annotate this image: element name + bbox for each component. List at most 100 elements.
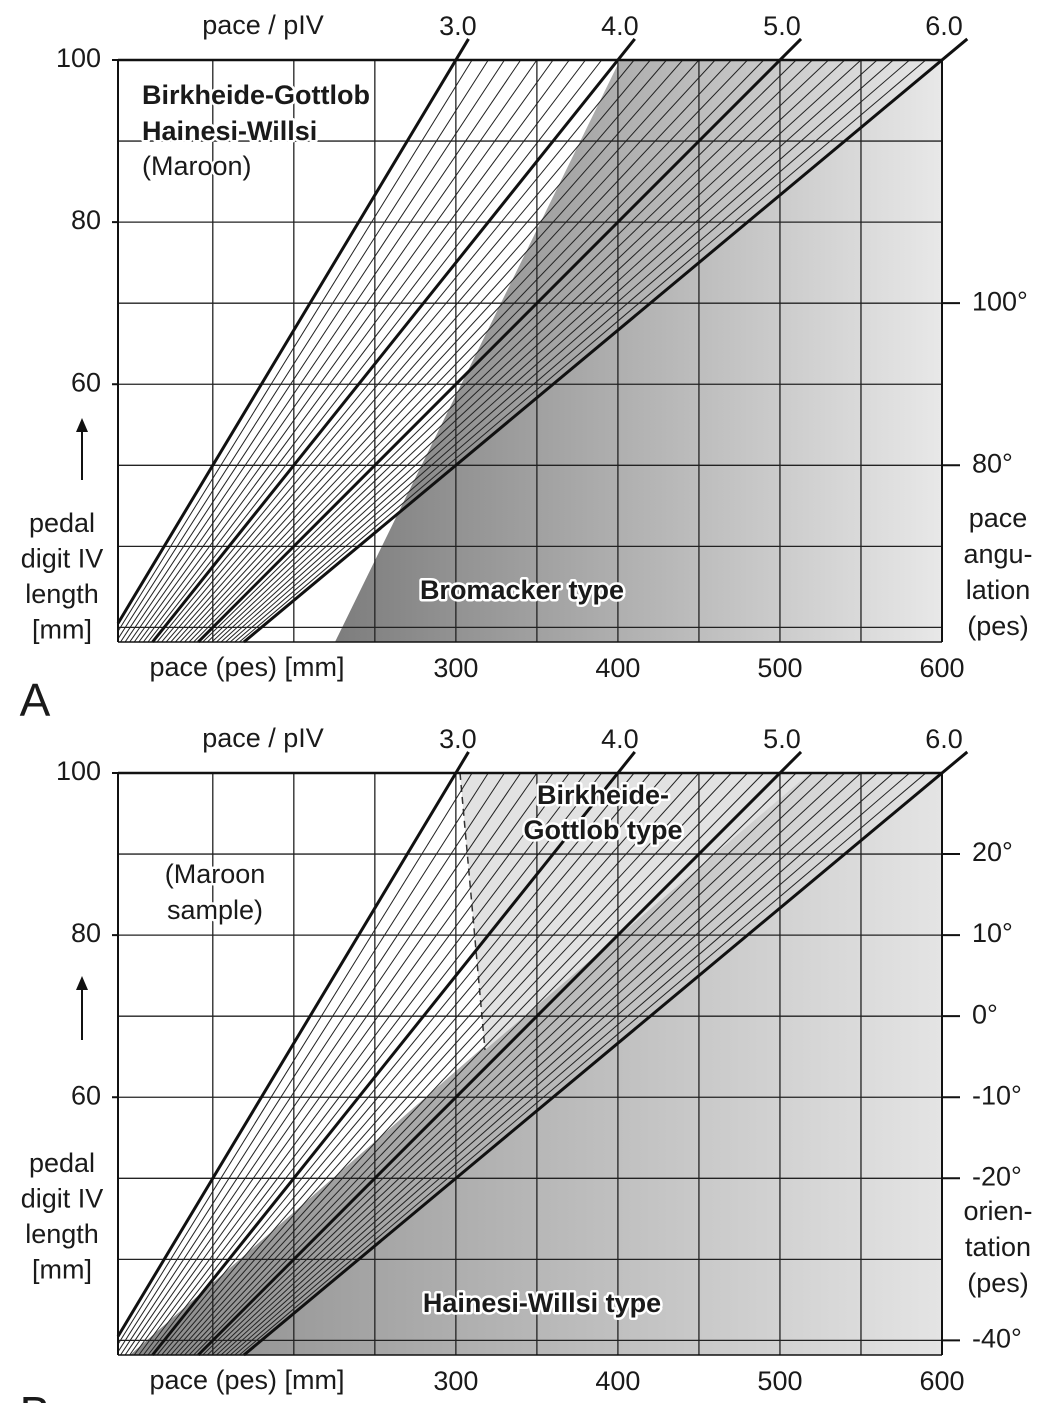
hatch-line <box>120 60 505 642</box>
hatch-line <box>156 60 635 642</box>
hatch-line <box>138 60 570 642</box>
hatch-line <box>184 773 732 1355</box>
panel-label: B <box>20 1387 51 1403</box>
hatch-line <box>147 60 603 642</box>
y2-tick-label: -20° <box>972 1161 1022 1191</box>
hatch-line <box>142 60 586 642</box>
ratio-label: 6.0 <box>925 11 963 41</box>
annotation: Gottlob type <box>524 815 683 845</box>
y2-tick-label: -10° <box>972 1080 1022 1110</box>
ratio-label: 4.0 <box>601 11 639 41</box>
y-tick-label: 60 <box>71 1080 101 1110</box>
y2-tick-label: 0° <box>972 999 998 1029</box>
hatch-line <box>129 773 538 1355</box>
hatch-line <box>170 773 684 1355</box>
x-tick-label: 500 <box>757 1366 802 1396</box>
axis-arrow-head <box>76 976 88 990</box>
hatch-line <box>229 60 894 642</box>
hatch-line <box>220 773 862 1355</box>
hatch-line <box>118 60 473 633</box>
top-axis-title: pace / pIV <box>202 723 324 753</box>
x-tick-label: 600 <box>919 653 964 683</box>
hatch-line <box>202 773 797 1355</box>
hatch-line <box>234 60 910 642</box>
hatch-line <box>193 60 765 642</box>
y2-axis-title: orien- <box>963 1196 1032 1226</box>
hatch-line <box>161 60 651 642</box>
hatch-line <box>179 773 716 1355</box>
hatch-line <box>118 60 489 640</box>
annotation: Hainesi-Willsi <box>142 116 317 146</box>
x-tick-label: 600 <box>919 1366 964 1396</box>
hatch-line <box>234 773 910 1355</box>
y-axis-title: pedal <box>29 508 95 538</box>
y2-axis-title: pace <box>969 503 1028 533</box>
hatch-line <box>216 773 846 1355</box>
ratio-line <box>116 38 470 625</box>
hatch-line <box>133 773 554 1355</box>
y-axis-title: length <box>25 579 99 609</box>
ratio-line <box>197 750 803 1357</box>
hatch-line <box>239 773 927 1355</box>
x-tick-label: 500 <box>757 653 802 683</box>
ratio-label: 3.0 <box>439 11 477 41</box>
y2-tick-label: 10° <box>972 918 1013 948</box>
hatch-line <box>124 60 522 642</box>
y-axis-title: digit IV <box>21 544 104 574</box>
ratio-line <box>151 37 636 643</box>
x-tick-label: 300 <box>433 653 478 683</box>
y2-tick-label: 20° <box>972 837 1013 867</box>
hatch-line <box>207 60 813 642</box>
ratio-label: 5.0 <box>763 724 801 754</box>
ratio-line <box>116 751 470 1338</box>
y2-tick-label: 80° <box>972 448 1013 478</box>
y2-axis-title: angu- <box>963 539 1032 569</box>
hatch-line <box>161 773 651 1355</box>
panel: 3.0 4.0 5.0 6.0 pace / pIV 300 400 500 600 60 80 10… <box>20 10 1033 726</box>
y-axis-title: length <box>25 1219 99 1249</box>
hatch-line <box>129 60 538 642</box>
hatch-line <box>174 773 700 1355</box>
ratio-line <box>197 37 803 644</box>
annotation: (Maroon <box>165 859 266 889</box>
hatch-line <box>184 60 732 642</box>
hatch-line <box>216 60 846 642</box>
y-tick-label: 60 <box>71 367 101 397</box>
y-tick-label: 80 <box>71 205 101 235</box>
x-axis-title: pace (pes) [mm] <box>149 1365 344 1395</box>
hatch-line <box>165 773 667 1355</box>
annotation: (Maroon) <box>142 151 252 181</box>
hatch-line <box>147 773 603 1355</box>
hatch-line <box>188 60 748 642</box>
axis-arrow-head <box>76 418 88 432</box>
hatch-line <box>225 773 878 1355</box>
hatch-line <box>133 60 554 642</box>
plot-area <box>118 60 942 642</box>
hatch-line <box>124 773 522 1355</box>
ratio-label: 6.0 <box>925 724 963 754</box>
plot-area <box>118 773 942 1355</box>
top-axis-title: pace / pIV <box>202 10 324 40</box>
annotation: Birkheide-Gottlob <box>142 80 370 110</box>
hainesi-willsi-region <box>130 773 942 1355</box>
y2-axis-title: (pes) <box>967 1268 1029 1298</box>
annotation: Hainesi-Willsi type <box>423 1288 661 1318</box>
hatch-line <box>118 773 473 1346</box>
annotation: sample) <box>167 895 263 925</box>
y-tick-label: 100 <box>56 43 101 73</box>
y2-tick-label: 100° <box>972 286 1028 316</box>
hatch-line <box>120 773 505 1355</box>
hatch-line <box>193 773 765 1355</box>
hatch-line <box>188 773 748 1355</box>
hatch-line <box>156 773 635 1355</box>
ratio-label: 4.0 <box>601 724 639 754</box>
ratio-label: 3.0 <box>439 724 477 754</box>
y-axis-title: [mm] <box>32 615 92 645</box>
annotation: Birkheide- <box>537 780 669 810</box>
hatch-line <box>220 60 862 642</box>
y-axis-title: [mm] <box>32 1255 92 1285</box>
ratio-label: 5.0 <box>763 11 801 41</box>
y2-tick-label: -40° <box>972 1324 1022 1354</box>
hatch-line <box>211 773 829 1355</box>
